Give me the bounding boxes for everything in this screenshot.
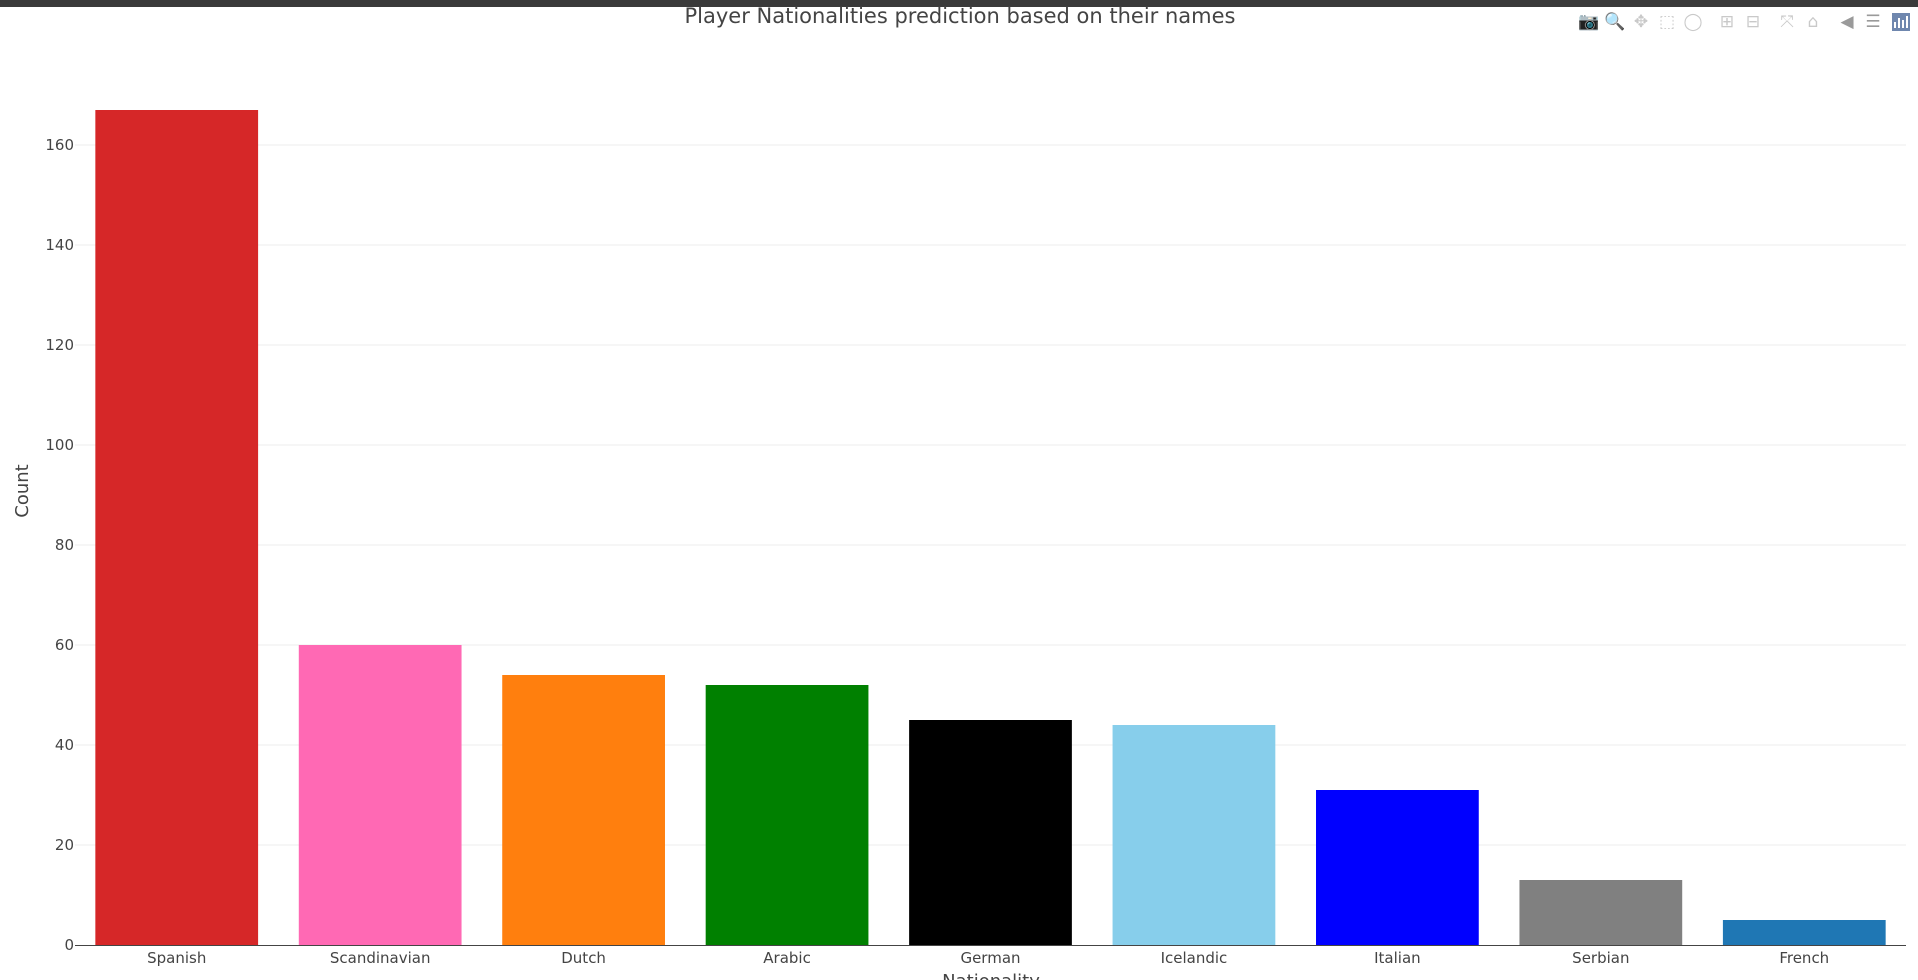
- box-select-icon: ⬚: [1658, 11, 1676, 32]
- x-tick-label: Dutch: [561, 949, 606, 967]
- y-tick-label: 80: [55, 536, 74, 554]
- window-top-strip: [0, 0, 1918, 7]
- bar-icelandic[interactable]: [1112, 725, 1276, 945]
- compare-icon: ☰: [1865, 11, 1881, 32]
- download-plot-button[interactable]: 📷: [1576, 9, 1602, 35]
- x-tick-label: Italian: [1374, 949, 1421, 967]
- y-tick-label: 100: [45, 436, 74, 454]
- lasso-select-button[interactable]: ◯: [1680, 9, 1706, 35]
- zoom-out-button[interactable]: ⊟: [1740, 9, 1766, 35]
- x-tick-label: French: [1779, 949, 1829, 967]
- plotly-logo-icon[interactable]: [1892, 13, 1910, 31]
- y-tick-label: 20: [55, 836, 74, 854]
- x-tick-label: Arabic: [763, 949, 811, 967]
- bar-italian[interactable]: [1316, 790, 1479, 945]
- axes: 0 20 40 60 80 100 120 140 160 Spanish Scandinavian…: [45, 136, 1906, 967]
- pan-icon: ✥: [1633, 11, 1649, 32]
- bar-german[interactable]: [909, 720, 1072, 945]
- y-tick-label: 140: [45, 236, 74, 254]
- x-tick-label: Icelandic: [1161, 949, 1228, 967]
- y-tick-label: 120: [45, 336, 74, 354]
- x-tick-label: Scandinavian: [330, 949, 431, 967]
- y-axis-title: Count: [12, 464, 33, 517]
- bar-serbian[interactable]: [1519, 880, 1683, 945]
- x-axis-title: Nationality: [942, 971, 1040, 980]
- y-tick-label: 160: [45, 136, 74, 154]
- spikelines-icon: ◀: [1840, 11, 1854, 32]
- bar-spanish[interactable]: [95, 110, 259, 945]
- zoom-button[interactable]: 🔍: [1602, 9, 1628, 35]
- autoscale-icon: ⤧: [1780, 11, 1794, 32]
- bar-french[interactable]: [1722, 920, 1886, 945]
- reset-axes-button[interactable]: ⌂: [1800, 9, 1826, 35]
- bar-arabic[interactable]: [705, 685, 869, 945]
- chart-title: Player Nationalities prediction based on…: [684, 4, 1235, 28]
- spike-lines-button[interactable]: ◀: [1834, 9, 1860, 35]
- pan-button[interactable]: ✥: [1628, 9, 1654, 35]
- box-select-button[interactable]: ⬚: [1654, 9, 1680, 35]
- camera-icon: 📷: [1578, 11, 1600, 32]
- compare-hover-button[interactable]: ☰: [1860, 9, 1886, 35]
- bars: [95, 110, 1886, 945]
- home-icon: ⌂: [1807, 11, 1819, 32]
- plot-toolbar: 📷 🔍 ✥ ⬚ ◯ ⊞ ⊟ ⤧ ⌂ ◀ ☰: [1576, 9, 1910, 35]
- y-tick-label: 40: [55, 736, 74, 754]
- bar-scandinavian[interactable]: [298, 645, 462, 945]
- autoscale-button[interactable]: ⤧: [1774, 9, 1800, 35]
- zoom-in-button[interactable]: ⊞: [1714, 9, 1740, 35]
- y-tick-label: 0: [64, 936, 74, 954]
- zoom-in-icon: ⊞: [1719, 11, 1735, 32]
- zoom-icon: 🔍: [1604, 11, 1626, 32]
- x-tick-label: Spanish: [147, 949, 206, 967]
- lasso-icon: ◯: [1683, 11, 1703, 32]
- x-tick-label: Serbian: [1572, 949, 1629, 967]
- y-tick-label: 60: [55, 636, 74, 654]
- zoom-out-icon: ⊟: [1745, 11, 1761, 32]
- bar-dutch[interactable]: [502, 675, 665, 945]
- x-tick-label: German: [960, 949, 1020, 967]
